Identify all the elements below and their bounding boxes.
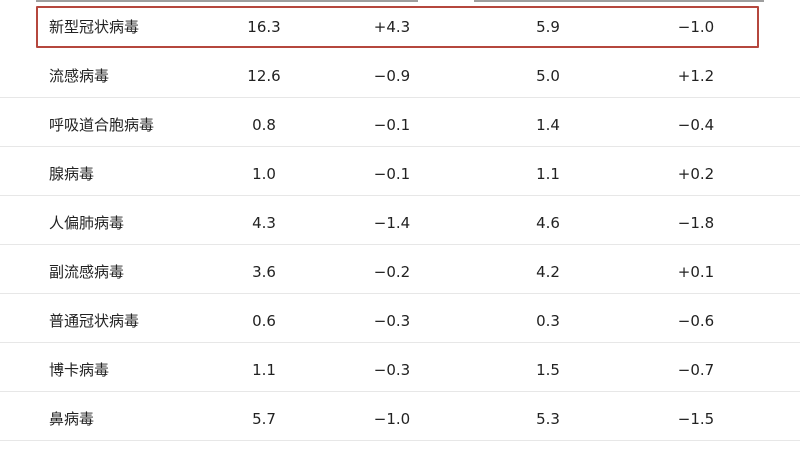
value-col-2: 0.3 xyxy=(536,312,560,330)
change-col-2: +0.1 xyxy=(677,263,715,281)
table-top-rule-left xyxy=(36,0,418,2)
value-col-1: 4.3 xyxy=(252,214,276,232)
pathogen-name: 鼻病毒 xyxy=(49,410,95,428)
value-col-1: 1.1 xyxy=(252,361,276,379)
change-col-2: −0.6 xyxy=(677,312,715,330)
change-col-1: −0.3 xyxy=(373,312,411,330)
value-col-2: 4.6 xyxy=(536,214,560,232)
change-col-1: −0.9 xyxy=(373,67,411,85)
pathogen-name: 腺病毒 xyxy=(49,165,95,183)
value-col-1: 0.6 xyxy=(252,312,276,330)
table-row-common-coronavirus: 普通冠状病毒 0.6 −0.3 0.3 −0.6 xyxy=(0,300,800,343)
pathogen-name: 博卡病毒 xyxy=(49,361,110,379)
table-row-bocavirus: 博卡病毒 1.1 −0.3 1.5 −0.7 xyxy=(0,349,800,392)
value-col-1: 1.0 xyxy=(252,165,276,183)
value-col-1: 16.3 xyxy=(247,18,281,36)
change-col-1: −1.4 xyxy=(373,214,411,232)
value-col-1: 12.6 xyxy=(247,67,281,85)
value-col-1: 0.8 xyxy=(252,116,276,134)
table-row-hmpv: 人偏肺病毒 4.3 −1.4 4.6 −1.8 xyxy=(0,202,800,245)
value-col-2: 1.4 xyxy=(536,116,560,134)
value-col-2: 4.2 xyxy=(536,263,560,281)
table-row-sars-cov-2: 新型冠状病毒 16.3 +4.3 5.9 −1.0 xyxy=(0,6,800,48)
change-col-2: −0.4 xyxy=(677,116,715,134)
change-col-2: −1.8 xyxy=(677,214,715,232)
change-col-1: −1.0 xyxy=(373,410,411,428)
table-top-rule-right xyxy=(474,0,764,2)
table-row-parainfluenza: 副流感病毒 3.6 −0.2 4.2 +0.1 xyxy=(0,251,800,294)
value-col-2: 5.9 xyxy=(536,18,560,36)
table-row-rhinovirus: 鼻病毒 5.7 −1.0 5.3 −1.5 xyxy=(0,398,800,441)
value-col-1: 3.6 xyxy=(252,263,276,281)
pathogen-name: 副流感病毒 xyxy=(49,263,125,281)
change-col-2: −0.7 xyxy=(677,361,715,379)
pathogen-name: 人偏肺病毒 xyxy=(49,214,125,232)
pathogen-name: 新型冠状病毒 xyxy=(49,18,140,36)
change-col-2: +1.2 xyxy=(677,67,715,85)
table-row-rsv: 呼吸道合胞病毒 0.8 −0.1 1.4 −0.4 xyxy=(0,104,800,147)
change-col-2: −1.5 xyxy=(677,410,715,428)
value-col-2: 5.3 xyxy=(536,410,560,428)
value-col-2: 1.1 xyxy=(536,165,560,183)
change-col-2: +0.2 xyxy=(677,165,715,183)
table-row-adenovirus: 腺病毒 1.0 −0.1 1.1 +0.2 xyxy=(0,153,800,196)
change-col-1: +4.3 xyxy=(373,18,411,36)
change-col-1: −0.3 xyxy=(373,361,411,379)
change-col-1: −0.1 xyxy=(373,165,411,183)
table-row-influenza: 流感病毒 12.6 −0.9 5.0 +1.2 xyxy=(0,55,800,98)
pathogen-name: 呼吸道合胞病毒 xyxy=(49,116,155,134)
change-col-1: −0.1 xyxy=(373,116,411,134)
change-col-1: −0.2 xyxy=(373,263,411,281)
value-col-2: 5.0 xyxy=(536,67,560,85)
value-col-1: 5.7 xyxy=(252,410,276,428)
value-col-2: 1.5 xyxy=(536,361,560,379)
pathogen-name: 流感病毒 xyxy=(49,67,110,85)
pathogen-name: 普通冠状病毒 xyxy=(49,312,140,330)
change-col-2: −1.0 xyxy=(677,18,715,36)
